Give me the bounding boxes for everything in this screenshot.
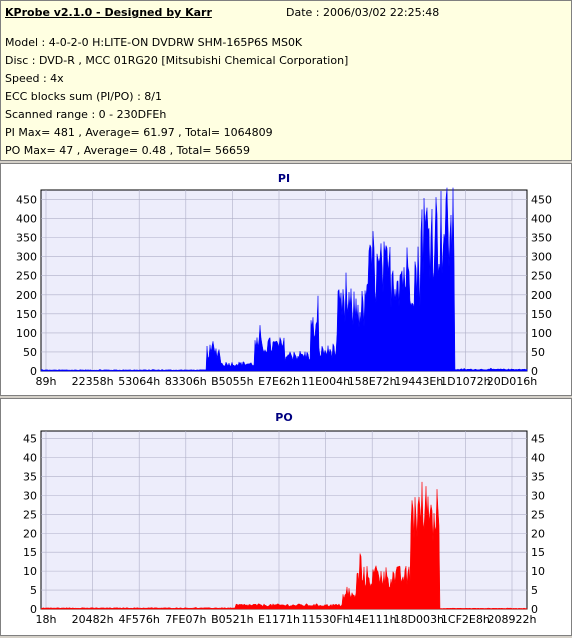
y-tick-label-right: 0 [531, 365, 538, 378]
y-tick-label-right: 10 [531, 565, 545, 578]
y-tick-label-right: 200 [531, 289, 552, 302]
po-chart-panel: PO 0 0 5 5 10 10 15 15 20 20 25 25 30 30 35 35 40 40 45 45 18… [0, 398, 572, 636]
y-tick-label-left: 100 [16, 327, 37, 340]
disc-line: Disc : DVD-R , MCC 01RG20 [Mitsubishi Ch… [5, 54, 349, 67]
y-tick-label-right: 5 [531, 584, 538, 597]
data-series-area [40, 481, 528, 610]
y-tick-label-right: 250 [531, 270, 552, 283]
y-tick-label-left: 10 [23, 565, 37, 578]
y-tick-label-left: 40 [23, 452, 37, 465]
y-tick-label-right: 100 [531, 327, 552, 340]
range-line: Scanned range : 0 - 230DFEh [5, 108, 167, 121]
y-tick-label-right: 15 [531, 546, 545, 559]
x-tick-label: B5055h [211, 375, 254, 388]
y-tick-label-right: 350 [531, 232, 552, 245]
x-tick-label: 53064h [118, 375, 160, 388]
y-tick-label-right: 25 [531, 508, 545, 521]
y-tick-label-left: 30 [23, 489, 37, 502]
plot-area [40, 430, 528, 610]
x-tick-label: 11530Fh [301, 613, 349, 626]
y-tick-label-left: 0 [30, 603, 37, 616]
y-tick-label-left: 300 [16, 251, 37, 264]
y-tick-label-left: 250 [16, 270, 37, 283]
x-tick-label: 18D003h [394, 613, 444, 626]
chart-title: PI [278, 172, 290, 185]
y-tick-label-left: 20 [23, 527, 37, 540]
y-tick-label-left: 50 [23, 346, 37, 359]
x-tick-label: E1171h [258, 613, 300, 626]
scan-date: Date : 2006/03/02 22:25:48 [286, 6, 440, 19]
y-tick-label-right: 300 [531, 251, 552, 264]
y-tick-label-left: 25 [23, 508, 37, 521]
x-tick-label: 208922h [488, 613, 537, 626]
y-tick-label-left: 15 [23, 546, 37, 559]
x-tick-label: 20482h [72, 613, 114, 626]
model-line: Model : 4-0-2-0 H:LITE-ON DVDRW SHM-165P… [5, 36, 303, 49]
x-tick-label: 11E004h [301, 375, 350, 388]
x-tick-label: 19443Eh [394, 375, 443, 388]
x-tick-label: 89h [36, 375, 57, 388]
y-tick-label-right: 450 [531, 194, 552, 207]
info-panel: KProbe v2.1.0 - Designed by Karr Date : … [0, 0, 572, 161]
data-series-area [40, 187, 528, 372]
y-tick-label-left: 450 [16, 194, 37, 207]
pi-stats-line: PI Max= 481 , Average= 61.97 , Total= 10… [5, 126, 273, 139]
y-tick-label-left: 400 [16, 213, 37, 226]
x-tick-label: B0521h [211, 613, 254, 626]
y-tick-label-right: 150 [531, 308, 552, 321]
x-tick-label: 158E72h [348, 375, 397, 388]
y-tick-label-left: 350 [16, 232, 37, 245]
y-tick-label-right: 50 [531, 346, 545, 359]
ecc-line: ECC blocks sum (PI/PO) : 8/1 [5, 90, 162, 103]
y-tick-label-left: 45 [23, 433, 37, 446]
x-tick-label: 22358h [72, 375, 114, 388]
x-tick-label: 1D1072h [440, 375, 490, 388]
x-tick-label: 20D016h [487, 375, 537, 388]
x-tick-label: E7E62h [258, 375, 300, 388]
y-tick-label-right: 30 [531, 489, 545, 502]
x-tick-label: 18h [36, 613, 57, 626]
x-tick-label: 7FE07h [165, 613, 206, 626]
y-tick-label-left: 200 [16, 289, 37, 302]
y-tick-label-right: 40 [531, 452, 545, 465]
po-stats-line: PO Max= 47 , Average= 0.48 , Total= 5665… [5, 144, 250, 157]
x-tick-label: 1CF2E8h [441, 613, 490, 626]
po-chart: PO 0 0 5 5 10 10 15 15 20 20 25 25 30 30 35 35 40 40 45 45 18… [23, 411, 545, 626]
y-tick-label-right: 35 [531, 470, 545, 483]
pi-chart-panel: PI 0 0 50 50 100 100 150 150 200 200 250 250 300 300 35… [0, 163, 572, 396]
x-tick-label: 4F576h [119, 613, 160, 626]
y-tick-label-left: 0 [30, 365, 37, 378]
x-tick-label: 14E111h [348, 613, 397, 626]
pi-chart: PI 0 0 50 50 100 100 150 150 200 200 250 250 300 300 35… [16, 172, 552, 388]
y-tick-label-right: 20 [531, 527, 545, 540]
y-tick-label-right: 400 [531, 213, 552, 226]
y-tick-label-left: 35 [23, 470, 37, 483]
y-tick-label-right: 45 [531, 433, 545, 446]
chart-title: PO [275, 411, 292, 424]
y-tick-label-left: 150 [16, 308, 37, 321]
speed-line: Speed : 4x [5, 72, 64, 85]
x-tick-label: 83306h [165, 375, 207, 388]
app-title: KProbe v2.1.0 - Designed by Karr [5, 6, 212, 19]
y-tick-label-right: 0 [531, 603, 538, 616]
y-tick-label-left: 5 [30, 584, 37, 597]
